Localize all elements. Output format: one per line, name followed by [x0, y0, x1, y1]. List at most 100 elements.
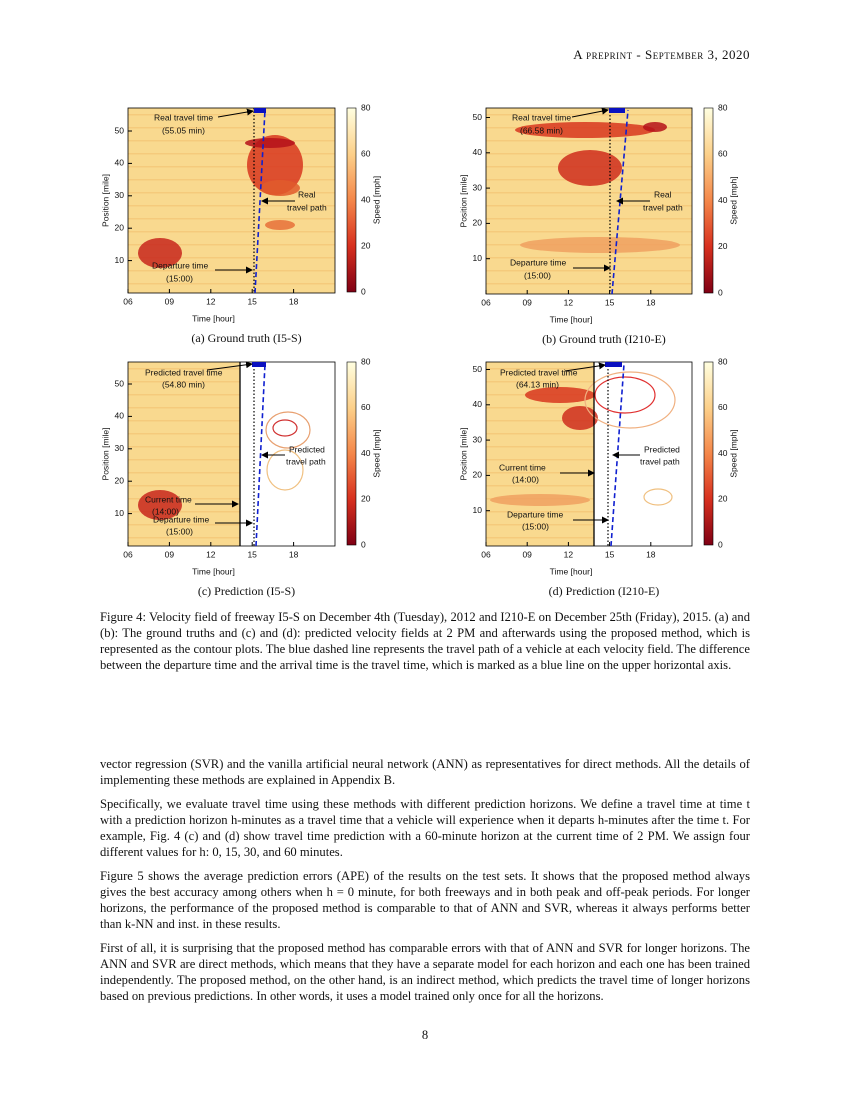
contour [584, 371, 676, 429]
contour [272, 419, 298, 437]
heatmap-stripe [486, 537, 594, 539]
y-tick-label: 30 [473, 434, 483, 444]
subfigure-caption: (d) Prediction (I210-E) [549, 584, 660, 598]
y-axis-label: Position [mile] [100, 174, 110, 227]
axes-frame [485, 107, 693, 295]
arrow [206, 361, 253, 371]
heatmap-stripe [486, 459, 594, 461]
colorbar-label: Speed [mph] [728, 429, 738, 477]
arrow [564, 362, 606, 372]
colorbar-tick-label: 0 [361, 539, 366, 549]
y-tick-label: 10 [115, 255, 125, 265]
annotation: (64.13 min) [516, 379, 559, 389]
x-tick-label: 12 [564, 549, 574, 559]
colorbar-tick-label: 0 [361, 286, 366, 296]
heatmap-stripe [128, 179, 335, 181]
heatmap-stripe [128, 381, 240, 383]
y-tick-label: 10 [473, 505, 483, 515]
y-tick-label: 30 [473, 182, 483, 192]
x-tick-label: 18 [289, 549, 299, 559]
colorbar-label: Speed [mph] [728, 176, 738, 224]
heatmap-stripe [128, 192, 335, 194]
x-tick-label: 15 [605, 297, 615, 307]
annotation: Predicted travel time [500, 367, 578, 377]
heatmap-stripe [486, 205, 692, 207]
heatmap-stripe [128, 218, 335, 220]
congestion [245, 138, 295, 148]
y-axis-label: Position [mile] [100, 428, 110, 481]
colorbar-tick-label: 60 [361, 148, 371, 158]
heatmap-stripe [128, 283, 335, 285]
x-tick-label: 09 [522, 549, 532, 559]
x-tick-label: 06 [123, 296, 133, 306]
congestion [260, 180, 300, 196]
heatmap-stripe [128, 433, 240, 435]
heatmap-stripe [486, 368, 594, 370]
colorbar-tick-label: 80 [718, 356, 728, 366]
colorbar [703, 361, 714, 546]
travel-path [254, 109, 266, 294]
heatmap-stripe [486, 257, 692, 259]
heatmap-stripe [486, 511, 594, 513]
paragraph: Figure 5 shows the average prediction er… [100, 869, 750, 931]
heatmap-stripe [486, 407, 594, 409]
annotation: Departure time [152, 260, 208, 270]
colorbar-tick-label: 80 [361, 356, 371, 366]
x-axis-label: Time [hour] [550, 314, 593, 324]
annotation: (15:00) [524, 270, 551, 280]
x-tick-label: 12 [564, 297, 574, 307]
y-tick-label: 20 [115, 475, 125, 485]
heatmap-stripe [486, 192, 692, 194]
annotation: Predicted [644, 444, 680, 454]
paragraph: Specifically, we evaluate travel time us… [100, 797, 750, 859]
heatmap-stripe [486, 381, 594, 383]
x-tick-label: 09 [522, 297, 532, 307]
heatmap-stripe [486, 218, 692, 220]
heatmap-stripe [128, 459, 240, 461]
heatmap-stripe [486, 420, 594, 422]
annotation: Departure time [153, 514, 209, 524]
annotation: (15:00) [522, 521, 549, 531]
colorbar-tick-label: 40 [718, 448, 728, 458]
contour [594, 376, 656, 414]
annotation: Current time [499, 462, 546, 472]
page-number: 8 [421, 1028, 429, 1042]
x-tick-label: 15 [247, 296, 257, 306]
subfigure-caption: (c) Prediction (I5-S) [198, 584, 295, 598]
figure-caption: Figure 4: Velocity field of freeway I5-S… [100, 610, 750, 672]
contour [265, 411, 311, 449]
y-tick-label: 40 [115, 411, 125, 421]
congestion [562, 406, 598, 430]
heatmap-stripe [128, 368, 240, 370]
heatmap-stripe [128, 537, 240, 539]
annotation: Predicted travel time [145, 367, 223, 377]
colorbar-tick-label: 80 [361, 102, 371, 112]
annotation: Real travel time [512, 112, 571, 122]
congestion [490, 494, 590, 506]
annotation: Real [298, 189, 316, 199]
annotation: travel path [643, 202, 683, 212]
y-tick-label: 20 [115, 222, 125, 232]
heatmap-stripe [128, 270, 335, 272]
x-tick-label: 18 [646, 549, 656, 559]
running-header: A preprint - September 3, 2020 [573, 47, 750, 62]
y-tick-label: 40 [473, 147, 483, 157]
colorbar-tick-label: 40 [361, 448, 371, 458]
contour [643, 488, 673, 506]
colorbar-tick-label: 20 [361, 240, 371, 250]
y-tick-label: 10 [473, 253, 483, 263]
paragraph: First of all, it is surprising that the … [100, 941, 750, 1003]
heatmap-stripe [486, 472, 594, 474]
colorbar-label: Speed [mph] [371, 429, 381, 477]
y-tick-label: 50 [473, 364, 483, 374]
colorbar [346, 361, 357, 546]
annotation: (15:00) [166, 526, 193, 536]
y-tick-label: 30 [115, 443, 125, 453]
annotation: Departure time [507, 509, 563, 519]
colorbar-tick-label: 0 [718, 539, 723, 549]
heatmap-stripe [486, 270, 692, 272]
travel-time-bar [605, 362, 622, 367]
colorbar-tick-label: 20 [361, 494, 371, 504]
heatmap [486, 108, 692, 294]
